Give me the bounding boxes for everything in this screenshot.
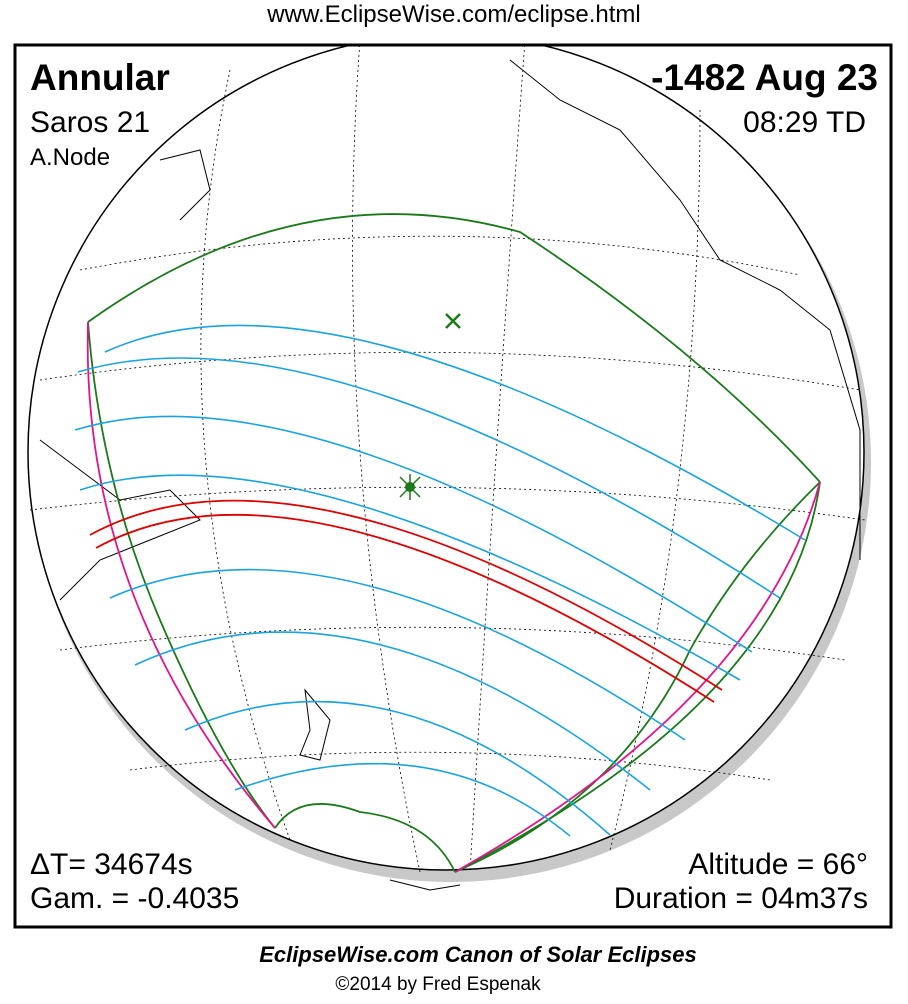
url: www.EclipseWise.com/eclipse.html bbox=[266, 1, 640, 28]
saros: Saros 21 bbox=[30, 106, 150, 139]
duration: Duration = 04m37s bbox=[614, 882, 868, 915]
node: A.Node bbox=[30, 144, 110, 171]
coastlines bbox=[39, 59, 861, 891]
eclipse-type: Annular bbox=[30, 57, 170, 98]
altitude: Altitude = 66° bbox=[688, 848, 868, 881]
delta-t: ΔT= 34674s bbox=[30, 848, 193, 881]
greatest-duration-mark bbox=[445, 313, 461, 329]
greatest-eclipse-cross bbox=[399, 474, 421, 500]
time: 08:29 TD bbox=[743, 106, 866, 139]
frame bbox=[13, 43, 893, 929]
graticule bbox=[29, 45, 866, 873]
footer-credit: ©2014 by Fred Espenak bbox=[335, 974, 541, 995]
footer-title: EclipseWise.com Canon of Solar Eclipses bbox=[259, 942, 697, 967]
gamma: Gam. = -0.4035 bbox=[30, 882, 239, 915]
globe bbox=[27, 45, 871, 891]
globe-disc bbox=[27, 45, 865, 871]
eclipse-date: -1482 Aug 23 bbox=[651, 57, 878, 98]
